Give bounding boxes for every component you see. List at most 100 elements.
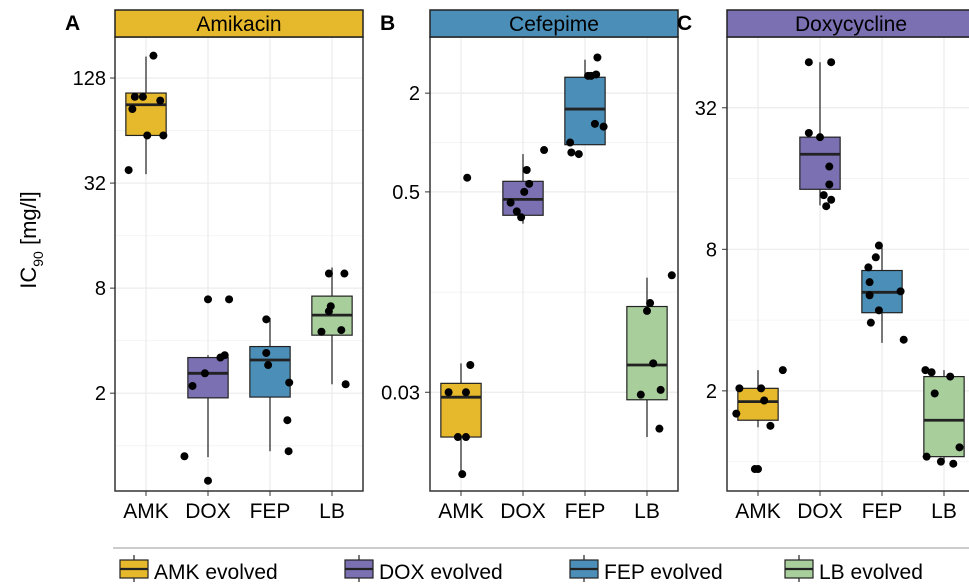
data-point [525,179,534,188]
data-point [453,433,462,442]
data-point [337,326,346,335]
data-point [874,306,883,315]
data-point [128,105,137,114]
data-point [804,58,813,67]
data-point [159,131,168,140]
data-point [827,58,836,67]
legend-item-amk: AMK evolved [119,555,278,584]
data-point [819,191,828,200]
box-body [564,76,606,146]
data-point [599,122,608,131]
data-point [865,291,874,300]
x-tick-label: LB [931,500,957,523]
data-point [283,416,292,425]
data-point [188,381,197,390]
data-point [643,306,651,315]
x-tick-label: AMK [438,500,484,523]
legend-label: DOX evolved [379,561,503,584]
data-point [816,133,824,142]
data-point [874,241,883,250]
data-point [262,315,271,324]
x-tick-label: FEP [250,500,291,523]
data-point [592,70,601,79]
data-point [655,424,664,433]
legend-item-fep: FEP evolved [569,555,723,584]
data-point [732,409,741,418]
data-point [285,378,294,387]
data-point [341,380,350,389]
box-fep [564,59,606,146]
data-point [866,318,875,327]
y-tick-label: 2 [95,383,106,405]
panel-a: 2 8 32 128 AMK DOX FEP LB Amikacin A [65,9,364,523]
data-point [461,388,470,397]
data-point [754,465,762,474]
data-point [590,119,599,128]
x-tick-label: FEP [565,500,606,523]
panel-c: 2 8 32 AMK DOX FEP LB Doxycycline C [677,9,969,523]
legend-item-dox: DOX evolved [344,555,503,584]
data-point [143,131,152,140]
data-point [326,302,335,311]
data-point [458,470,467,479]
data-point [864,263,873,272]
x-tick-label: DOX [500,500,546,523]
data-point [757,384,766,393]
data-point [636,390,645,399]
data-point [461,433,470,442]
y-tick-label: 0.5 [392,182,420,204]
data-point [466,360,475,369]
x-tick-label: AMK [123,500,169,523]
data-point [921,366,930,375]
y-tick-label: 8 [95,278,106,300]
box-body [799,136,841,190]
data-point [156,96,165,105]
data-point [927,368,936,377]
box-dox [502,154,544,224]
data-point [204,476,212,485]
data-point [149,51,158,60]
data-point [130,92,139,101]
box-fep [249,317,291,452]
strip-header [114,9,364,38]
panel-b: 0.03 0.5 2 AMK DOX FEP LB Cefepime B [380,9,679,523]
data-point [646,299,655,308]
x-tick-label: DOX [797,500,843,523]
data-point [262,348,271,357]
legend-item-lb: LB evolved [784,555,923,584]
strip-title: Doxycycline [795,13,907,36]
data-point [520,187,529,196]
data-point [512,207,521,216]
y-axis-label-unit: [mg/l] [16,191,41,251]
strip-header [429,9,679,38]
data-point [922,452,931,461]
box-lb [923,370,965,462]
data-point [936,457,945,466]
data-point [949,459,958,468]
x-tick-label: FEP [862,500,903,523]
data-point [827,195,836,204]
data-point [138,92,147,101]
y-axis-label: IC90 [mg/l] [16,191,46,288]
data-point [778,366,787,375]
panels: 2 8 32 128 AMK DOX FEP LB Amikacin A 0.03 0.5 2 AMK DO… [65,9,969,523]
legend-label: LB evolved [819,561,923,584]
data-point [264,361,273,370]
strip-title: Cefepime [509,13,599,36]
data-point [204,295,212,304]
y-tick-label: 2 [706,381,717,403]
data-point [180,452,189,461]
panel-label: C [677,12,692,35]
x-tick-label: DOX [185,500,231,523]
y-tick-label: 32 [695,98,717,120]
y-axis-label-subscript: 90 [30,251,46,267]
x-tick-label: LB [634,500,660,523]
data-point [324,269,333,278]
y-tick-label: 2 [409,83,420,105]
data-point [930,389,939,398]
y-tick-label: 8 [706,239,717,261]
box-body [626,305,668,401]
data-point [899,335,908,344]
strip-title: Amikacin [196,13,281,36]
